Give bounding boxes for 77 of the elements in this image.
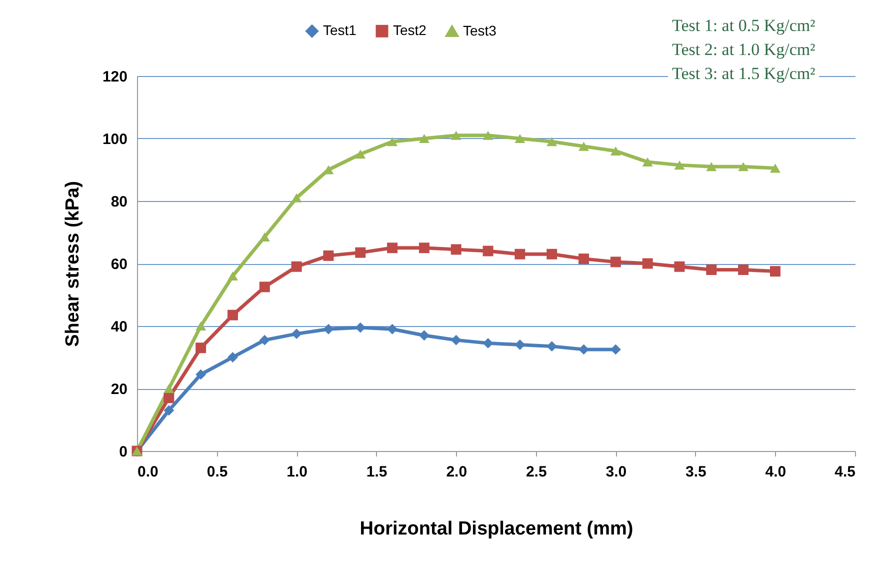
y-tick-label: 40 bbox=[110, 318, 128, 336]
point bbox=[482, 246, 494, 256]
point bbox=[706, 264, 717, 275]
point bbox=[323, 250, 334, 261]
point bbox=[674, 261, 685, 272]
point bbox=[514, 340, 526, 350]
x-tick-label: 3.5 bbox=[686, 464, 706, 480]
point bbox=[196, 369, 206, 380]
point bbox=[770, 164, 780, 173]
legend-label: Test3 bbox=[463, 22, 497, 38]
x-tick-label: 0.0 bbox=[138, 464, 158, 480]
point bbox=[546, 248, 558, 260]
point bbox=[418, 242, 430, 254]
point bbox=[482, 338, 494, 348]
point bbox=[482, 130, 494, 140]
x-tick-label: 1.5 bbox=[366, 464, 388, 480]
point bbox=[610, 146, 621, 156]
point bbox=[227, 271, 238, 281]
x-tick-label: 4.5 bbox=[834, 464, 856, 480]
y-tick-label: 120 bbox=[102, 68, 128, 86]
point bbox=[291, 328, 302, 340]
point bbox=[196, 321, 206, 331]
y-tick-label: 80 bbox=[110, 194, 128, 210]
point bbox=[355, 150, 366, 159]
y-tick-label: 100 bbox=[102, 131, 128, 148]
point bbox=[674, 160, 685, 170]
point bbox=[259, 282, 270, 292]
point bbox=[291, 261, 302, 272]
point bbox=[227, 352, 238, 362]
point bbox=[738, 162, 749, 172]
point bbox=[418, 134, 430, 144]
point bbox=[196, 342, 206, 354]
point bbox=[642, 157, 653, 166]
point bbox=[546, 137, 558, 146]
point bbox=[706, 162, 717, 172]
point bbox=[164, 405, 174, 416]
point bbox=[450, 130, 462, 140]
point bbox=[387, 324, 398, 334]
point bbox=[578, 344, 589, 355]
y-tick-label: 60 bbox=[110, 256, 128, 273]
point bbox=[514, 248, 526, 260]
point bbox=[259, 232, 270, 242]
point bbox=[770, 266, 780, 277]
point bbox=[355, 247, 366, 258]
point bbox=[418, 330, 430, 341]
point bbox=[323, 324, 334, 334]
x-tick-label: 4.0 bbox=[765, 464, 786, 480]
point bbox=[387, 137, 398, 146]
point bbox=[610, 256, 621, 268]
point bbox=[450, 334, 462, 346]
legend-label: Test1 bbox=[323, 22, 357, 38]
point bbox=[291, 193, 302, 202]
point bbox=[450, 244, 462, 255]
x-tick-label: 0.5 bbox=[206, 464, 228, 480]
point bbox=[164, 384, 174, 394]
text: Test 1: at 0.5 Kg/cm² bbox=[672, 15, 816, 37]
point bbox=[546, 341, 558, 352]
point bbox=[259, 334, 270, 346]
x-tick-label: 1.0 bbox=[286, 464, 308, 480]
y-axis-title: Shear stress (kPa) bbox=[62, 181, 84, 347]
point bbox=[578, 254, 589, 264]
x-tick-label: 3.0 bbox=[606, 464, 627, 480]
point bbox=[642, 258, 653, 269]
x-axis-title: Horizontal Displacement (mm) bbox=[360, 518, 634, 540]
annotation: Test 3: at 1.5 Kg/cm² bbox=[672, 63, 816, 85]
point bbox=[227, 310, 238, 320]
point bbox=[578, 142, 589, 151]
y-tick-label: 20 bbox=[110, 381, 128, 398]
x-tick-label: 2.5 bbox=[526, 464, 547, 480]
point bbox=[514, 134, 526, 144]
point bbox=[738, 264, 749, 275]
x-tick-label: 2.0 bbox=[446, 464, 468, 480]
legend-label: Test2 bbox=[393, 22, 427, 38]
text: Test 2: at 1.0 Kg/cm² bbox=[672, 39, 816, 61]
y-tick-label: 0 bbox=[119, 444, 128, 460]
point bbox=[164, 392, 174, 404]
point bbox=[387, 242, 398, 254]
